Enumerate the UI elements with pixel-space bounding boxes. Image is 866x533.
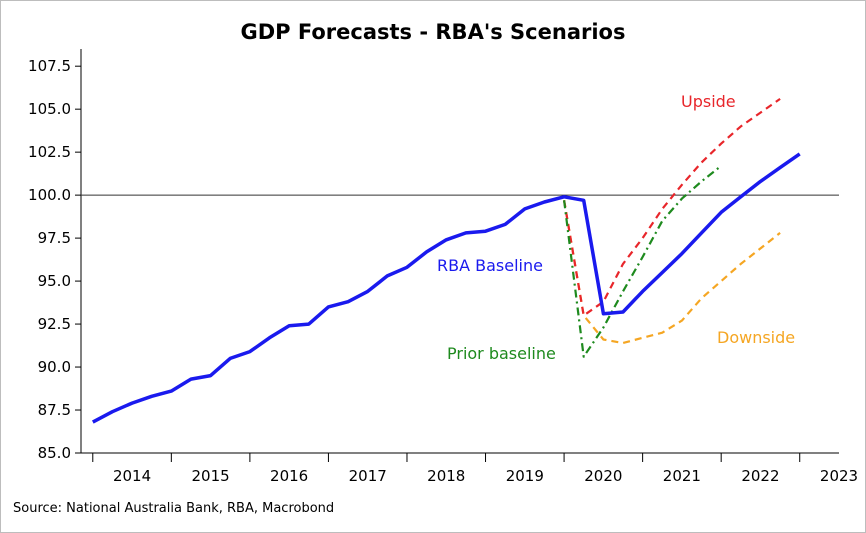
y-tick-label: 100.0 <box>28 186 71 204</box>
x-tick-label: 2017 <box>349 467 387 485</box>
annotation-upside: Upside <box>681 92 736 111</box>
y-tick-label: 95.0 <box>38 272 71 290</box>
x-tick-label: 2022 <box>741 467 779 485</box>
y-tick-label: 92.5 <box>38 315 71 333</box>
series-line-downside <box>563 200 781 345</box>
x-tick-label: 2015 <box>192 467 230 485</box>
y-tick-label: 102.5 <box>28 143 71 161</box>
y-tick-label: 85.0 <box>38 444 71 462</box>
x-tick-label: 2023 <box>820 467 858 485</box>
x-tick-label: 2016 <box>270 467 308 485</box>
y-tick-label: 97.5 <box>38 229 71 247</box>
annotation-downside: Downside <box>717 328 795 347</box>
x-tick-label: 2020 <box>584 467 622 485</box>
annotation-prior-baseline: Prior baseline <box>447 344 556 363</box>
x-tick-label: 2021 <box>663 467 701 485</box>
plot-area: 85.0 87.5 90.0 92.5 95.0 97.5 100.0 102.5 105.0 1… <box>28 49 858 485</box>
y-tick-label: 107.5 <box>28 57 71 75</box>
x-tick-label: 2014 <box>113 467 151 485</box>
source-note: Source: National Australia Bank, RBA, Ma… <box>13 501 334 516</box>
y-tick-label: 87.5 <box>38 401 71 419</box>
y-tick-label: 105.0 <box>28 100 71 118</box>
y-tick-label: 90.0 <box>38 358 71 376</box>
series-line-prior-baseline <box>563 165 722 358</box>
series-line-rba-baseline <box>91 152 801 424</box>
chart-title: GDP Forecasts - RBA's Scenarios <box>241 20 626 44</box>
annotation-rba-baseline: RBA Baseline <box>437 256 543 275</box>
x-tick-label: 2019 <box>506 467 544 485</box>
x-tick-label: 2018 <box>427 467 465 485</box>
